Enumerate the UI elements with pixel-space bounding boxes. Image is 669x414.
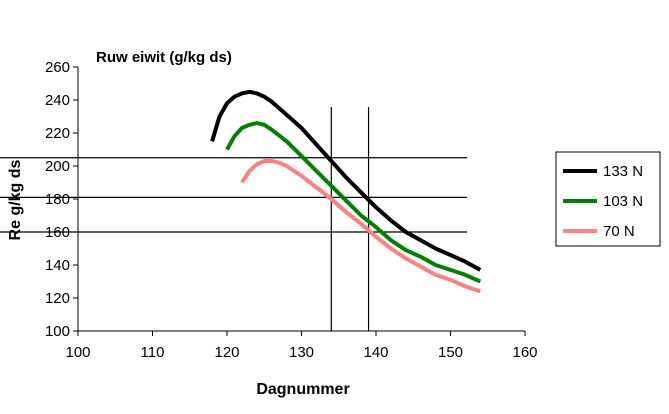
axes: 100 120 140 160 180 200 220 240 260 100 110 120 130 1… [45, 59, 538, 361]
x-axis-title: Dagnummer [256, 381, 349, 398]
y-tick-label: 120 [45, 290, 70, 307]
series-layer [210, 89, 482, 294]
legend-label: 103 N [603, 193, 643, 210]
y-tick-label: 140 [45, 257, 70, 274]
x-tick-label: 130 [289, 344, 314, 361]
y-tick-label: 240 [45, 92, 70, 109]
y-tick-label: 200 [45, 158, 70, 175]
x-tick-label: 140 [363, 344, 388, 361]
x-tick-label: 160 [512, 344, 537, 361]
y-tick-label: 160 [45, 224, 70, 241]
legend-label: 133 N [603, 163, 643, 180]
x-tick-label: 100 [65, 344, 90, 361]
y-axis-title: Re g/kg ds [7, 159, 24, 240]
series-line-1 [225, 121, 482, 284]
x-tick-label: 120 [214, 344, 239, 361]
legend-label: 70 N [603, 223, 635, 240]
y-tick-label: 260 [45, 59, 70, 76]
legend: 133 N 103 N 70 N [555, 151, 661, 247]
chart-title: Ruw eiwit (g/kg ds) [96, 49, 232, 66]
x-tick-label: 150 [438, 344, 463, 361]
y-tick-label: 180 [45, 191, 70, 208]
series-line-2 [240, 159, 481, 294]
x-tick-label: 110 [141, 344, 165, 361]
series-line-0 [210, 89, 482, 272]
y-tick-label: 220 [45, 125, 70, 142]
y-tick-label: 100 [45, 323, 70, 340]
